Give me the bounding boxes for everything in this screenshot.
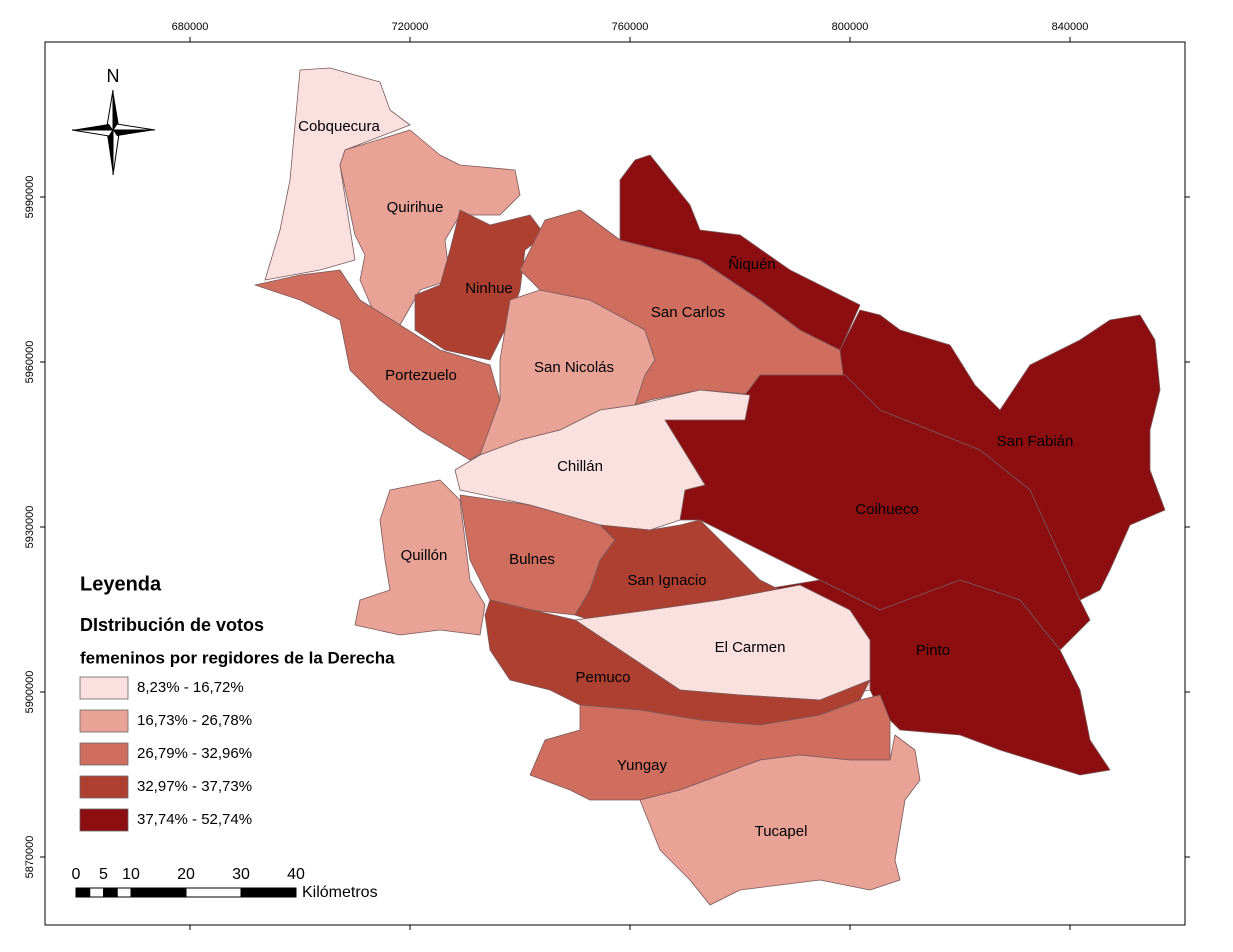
y-coord-label: 5960000 [24, 341, 36, 384]
scale-label: 10 [122, 866, 140, 883]
legend-label: 16,73% - 26,78% [137, 712, 252, 729]
commune-label: El Carmen [715, 639, 786, 656]
legend: Leyenda DIstribución de votos femeninos … [79, 573, 395, 832]
scale-segment [240, 887, 297, 898]
y-coord-label: 5870000 [24, 836, 36, 879]
north-arrow: N [71, 66, 156, 176]
arrow-part [72, 124, 113, 130]
commune-labels: Cobquecura Quirihue Ninhue Portezuelo Sa… [298, 118, 1073, 840]
arrow-part [113, 130, 155, 136]
scale-label: 40 [287, 866, 305, 883]
region [639, 734, 921, 906]
region [619, 154, 861, 351]
commune-label: San Ignacio [627, 572, 706, 589]
commune-label: Quillón [401, 547, 448, 564]
commune-label: Cobquecura [298, 118, 380, 135]
commune-label: Quirihue [387, 199, 444, 216]
commune-label: San Carlos [651, 304, 725, 321]
commune-label: Coihueco [855, 501, 918, 518]
legend-swatch [79, 676, 129, 700]
legend-swatch [79, 742, 129, 766]
legend-label: 8,23% - 16,72% [137, 679, 244, 696]
scale-segment [103, 887, 118, 898]
commune-label: Pemuco [575, 669, 630, 686]
scale-segment [116, 887, 132, 898]
scale-segment [130, 887, 187, 898]
commune-label: Yungay [617, 757, 668, 774]
legend-subtitle: DIstribución de votos [80, 615, 264, 635]
legend-label: 26,79% - 32,96% [137, 745, 252, 762]
x-coord-label: 840000 [1052, 21, 1089, 33]
legend-title: Leyenda [80, 573, 162, 595]
legend-label: 32,97% - 37,73% [137, 778, 252, 795]
x-coord-label: 760000 [612, 21, 649, 33]
scale-label: 5 [99, 866, 108, 883]
legend-swatch [79, 709, 129, 733]
commune-label: Bulnes [509, 551, 555, 568]
arrow-part [107, 130, 113, 175]
scale-segment [75, 887, 91, 898]
region [354, 479, 486, 636]
x-coord-label: 720000 [392, 21, 429, 33]
scale-label: 20 [177, 866, 195, 883]
commune-label: Ñiquén [728, 256, 776, 273]
y-coord-label: 5930000 [24, 506, 36, 549]
commune-label: Portezuelo [385, 367, 457, 384]
commune-label: Ninhue [465, 280, 513, 297]
regions [254, 67, 1166, 906]
commune-label: Chillán [557, 458, 603, 475]
legend-swatch [79, 808, 129, 832]
arrow-part [113, 90, 119, 130]
commune-label: Pinto [916, 642, 950, 659]
region [414, 209, 546, 361]
scale-label: 30 [232, 866, 250, 883]
y-coord-label: 5990000 [24, 176, 36, 219]
commune-label: Tucapel [755, 823, 808, 840]
x-coord-label: 680000 [172, 21, 209, 33]
scale-label: 0 [72, 866, 81, 883]
legend-label: 37,74% - 52,74% [137, 811, 252, 828]
scale-segment [185, 887, 242, 898]
legend-subtitle: femeninos por regidores de la Derecha [80, 648, 395, 667]
arrow-part [71, 129, 114, 137]
scale-unit: Kilómetros [302, 884, 378, 901]
legend-swatch [79, 775, 129, 799]
scale-segment [89, 887, 104, 898]
y-coord-label: 5900000 [24, 671, 36, 714]
commune-label: San Fabián [997, 433, 1074, 450]
x-coord-label: 800000 [832, 21, 869, 33]
north-label: N [107, 66, 120, 86]
commune-label: San Nicolás [534, 359, 614, 376]
